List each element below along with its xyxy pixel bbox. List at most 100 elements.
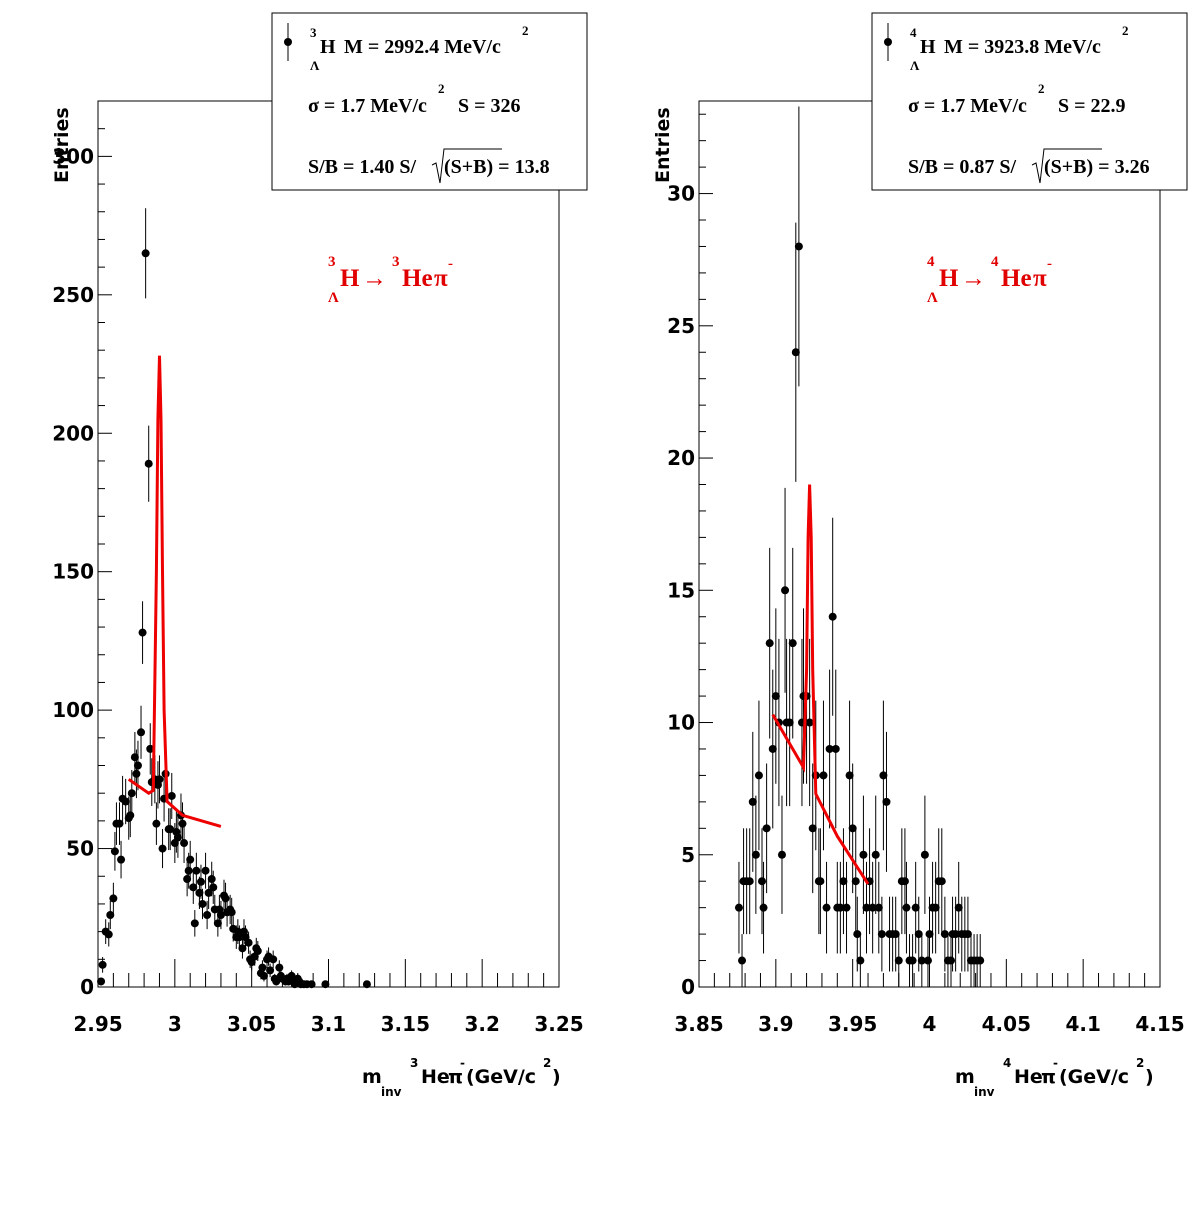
reaction-pi: π (434, 265, 448, 292)
data-point (976, 956, 985, 965)
legend-marker (884, 38, 892, 46)
x-title-unit-power: 2 (543, 1056, 551, 1070)
data-point (768, 744, 777, 753)
legend-significance-text: (S+B) = 3.26 (1044, 156, 1150, 178)
x-title-minus: - (1053, 1056, 1058, 1070)
legend-significance-text: (S+B) = 13.8 (444, 156, 550, 178)
chart-panel-2: 3.85 3.9 3.95 4 4.05 4.1 4.15 0 5 10 15 20 25 30Entri… (652, 12, 1188, 1099)
reaction-mass-1: 3 (328, 254, 336, 270)
y-tick-label: 50 (66, 837, 94, 861)
x-tick-label: 3.05 (227, 1012, 276, 1036)
legend-box: 4HΛ M = 3923.8 MeV/c 2 σ = 1.7 MeV/c 2 S = 22… (871, 12, 1188, 191)
x-title-he: He (421, 1066, 450, 1088)
data-point (190, 919, 199, 928)
data-point (235, 933, 244, 942)
legend-sigma-power: 2 (438, 81, 445, 96)
data-point (771, 692, 780, 701)
x-tick-label: 3 (168, 1012, 182, 1036)
plot-frame (698, 100, 1161, 988)
reaction-label: 4HΛ→4He π- (927, 254, 1052, 306)
data-point (923, 956, 932, 965)
y-tick-label: 0 (681, 975, 695, 999)
legend-mass-power: 2 (1122, 23, 1129, 38)
data-point (839, 877, 848, 886)
y-tick-label: 30 (667, 182, 695, 206)
data-point (272, 977, 281, 986)
x-tick-label: 4 (923, 1012, 937, 1036)
legend-sb-text: S/B = 1.40 S/ (308, 156, 417, 178)
data-point (894, 956, 903, 965)
data-point (204, 888, 213, 897)
data-point (138, 628, 147, 637)
data-point (253, 947, 262, 956)
legend-mass-text: M = 3923.8 MeV/c (944, 36, 1101, 58)
data-point (871, 850, 880, 859)
data-point (842, 903, 851, 912)
legend-sb-text: S/B = 0.87 S/ (908, 156, 1017, 178)
data-point (192, 866, 201, 875)
legend-sigma-power: 2 (1038, 81, 1045, 96)
data-point (189, 883, 198, 892)
data-point (822, 903, 831, 912)
reaction-lambda: Λ (927, 290, 938, 306)
data-point (158, 844, 167, 853)
data-point (816, 877, 825, 886)
data-point (209, 883, 218, 892)
data-point (882, 797, 891, 806)
data-points (97, 208, 371, 989)
y-tick-label: 25 (667, 314, 695, 338)
data-point (180, 839, 189, 848)
reaction-minus: - (1047, 256, 1052, 272)
data-point (825, 744, 834, 753)
data-point (227, 908, 236, 917)
data-point (115, 819, 124, 828)
data-point (238, 944, 247, 953)
fit-curve (771, 484, 870, 885)
data-point (173, 833, 182, 842)
data-point (754, 771, 763, 780)
x-tick-label: 3.25 (534, 1012, 583, 1036)
data-point (828, 612, 837, 621)
data-point (900, 877, 909, 886)
data-point (791, 348, 800, 357)
reaction-arrow: → (961, 265, 986, 292)
data-point (856, 956, 865, 965)
data-point (269, 955, 278, 964)
data-point (266, 966, 275, 975)
data-point (307, 980, 316, 989)
y-tick-label: 200 (52, 421, 94, 445)
reaction-he: He (402, 265, 433, 292)
data-point (258, 963, 267, 972)
x-tick-label: 4.15 (1135, 1012, 1184, 1036)
legend-hypernucleus: H (320, 36, 336, 58)
x-title-mass-number: 4 (1003, 1056, 1011, 1070)
y-tick-label: 0 (80, 975, 94, 999)
data-point (940, 930, 949, 939)
legend-signal-text: S = 22.9 (1058, 95, 1126, 117)
data-point (167, 791, 176, 800)
data-point (98, 960, 107, 969)
data-point (920, 850, 929, 859)
data-point (808, 824, 817, 833)
data-point (877, 930, 886, 939)
data-point (137, 728, 146, 737)
x-title-unit: (GeV/c (1059, 1066, 1129, 1088)
data-point (758, 877, 767, 886)
data-point (203, 911, 212, 920)
data-point (954, 903, 963, 912)
data-point (874, 903, 883, 912)
data-point (902, 903, 911, 912)
y-tick-label: 15 (667, 578, 695, 602)
data-point (777, 850, 786, 859)
data-point (925, 930, 934, 939)
data-point (937, 877, 946, 886)
x-tick-label: 4.1 (1065, 1012, 1100, 1036)
data-point (785, 718, 794, 727)
data-point (152, 819, 161, 828)
data-point (914, 930, 923, 939)
legend-mass-power: 2 (522, 23, 529, 38)
data-point (862, 903, 871, 912)
data-points (734, 106, 985, 987)
data-point (104, 930, 113, 939)
data-point (848, 824, 857, 833)
